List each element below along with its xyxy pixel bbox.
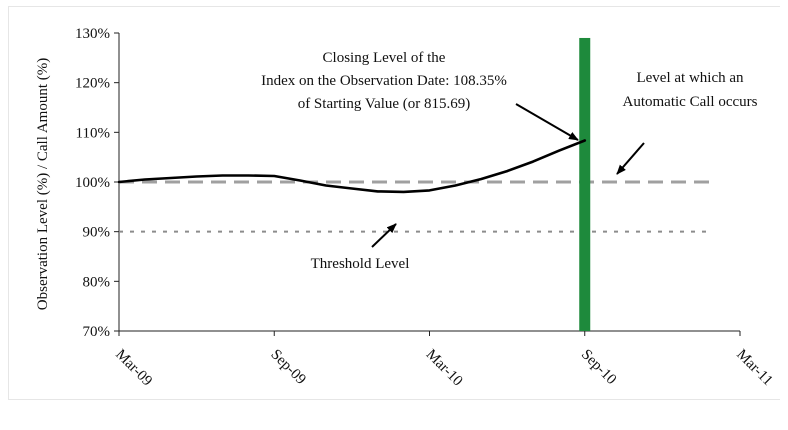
annotation-call-arrow (616, 142, 645, 175)
annotation-threshold-line-1: Threshold Level (311, 256, 410, 272)
annotation-call-level: Level at which an Automatic Call occurs (616, 70, 758, 175)
annotation-call-line-2: Automatic Call occurs (623, 94, 758, 110)
y-tick-label: 110% (76, 125, 110, 141)
x-tick-label: Sep-10 (578, 347, 619, 388)
annotation-closing-level: Closing Level of the Index on the Observ… (261, 50, 579, 141)
annotation-threshold: Threshold Level (311, 223, 410, 272)
index-level-line (117, 139, 587, 194)
x-tick-label: Sep-09 (267, 347, 308, 388)
annotation-call-line-1: Level at which an (636, 70, 744, 86)
axes (114, 32, 741, 336)
y-tick-label: 70% (83, 324, 111, 340)
annotation-threshold-arrow (371, 223, 397, 248)
chart-frame (8, 6, 780, 400)
y-tick-labels: 70% 80% 90% 100% 110% 120% 130% (75, 26, 110, 340)
annotation-closing-line-2: Index on the Observation Date: 108.35% (261, 73, 507, 89)
series-lines (117, 139, 587, 194)
y-tick-label: 130% (75, 26, 110, 42)
y-tick-label: 80% (83, 274, 111, 290)
annotation-closing-line-1: Closing Level of the (323, 50, 446, 66)
bars (579, 37, 591, 331)
y-axis-label: Observation Level (%) / Call Amount (%) (35, 58, 51, 310)
annotation-closing-line-3: of Starting Value (or 815.69) (298, 96, 471, 112)
x-tick-labels: Mar-09 Sep-09 Mar-10 Sep-10 Mar-11 (112, 347, 776, 390)
y-tick-label: 100% (75, 175, 110, 191)
y-tick-label: 90% (83, 225, 111, 241)
reference-lines (119, 180, 710, 233)
x-tick-label: Mar-09 (112, 347, 155, 390)
call-bar (579, 37, 591, 331)
x-tick-label: Mar-10 (423, 347, 466, 390)
x-tick-label: Mar-11 (733, 347, 776, 390)
y-tick-label: 120% (75, 76, 110, 92)
annotation-closing-arrow (515, 103, 579, 141)
